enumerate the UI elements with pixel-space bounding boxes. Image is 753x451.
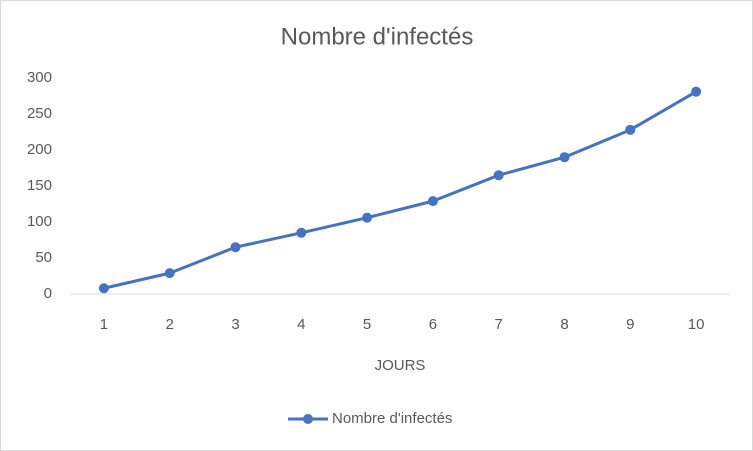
x-axis-label: JOURS: [375, 357, 426, 374]
data-line: [103, 90, 697, 290]
data-point: [296, 227, 307, 238]
chart-title: Nombre d'infectés: [281, 23, 474, 50]
data-point: [691, 86, 702, 97]
data-point: [164, 268, 175, 279]
x-tick-label: 9: [626, 316, 634, 333]
data-point: [625, 124, 636, 135]
y-tick-label: 200: [27, 141, 52, 158]
x-tick-label: 2: [166, 316, 174, 333]
legend-label: Nombre d'infectés: [332, 410, 452, 427]
y-tick-label: 250: [27, 105, 52, 122]
y-tick-label: 100: [27, 213, 52, 230]
y-tick-label: 300: [27, 69, 52, 86]
data-point: [230, 242, 241, 253]
x-tick-label: 3: [231, 316, 239, 333]
x-tick-label: 5: [363, 316, 371, 333]
data-point: [362, 212, 373, 223]
x-tick-label: 7: [495, 316, 503, 333]
legend-marker: [303, 414, 313, 424]
data-point: [493, 170, 504, 181]
x-tick-label: 8: [560, 316, 568, 333]
data-point: [98, 283, 109, 294]
x-tick-label: 4: [297, 316, 305, 333]
x-tick-label: 10: [688, 316, 705, 333]
data-point: [427, 196, 438, 207]
y-tick-label: 150: [27, 177, 52, 194]
x-tick-label: 6: [429, 316, 437, 333]
y-tick-label: 0: [44, 285, 52, 302]
data-point: [559, 152, 570, 163]
x-tick-label: 1: [100, 316, 108, 333]
y-tick-label: 50: [35, 249, 52, 266]
